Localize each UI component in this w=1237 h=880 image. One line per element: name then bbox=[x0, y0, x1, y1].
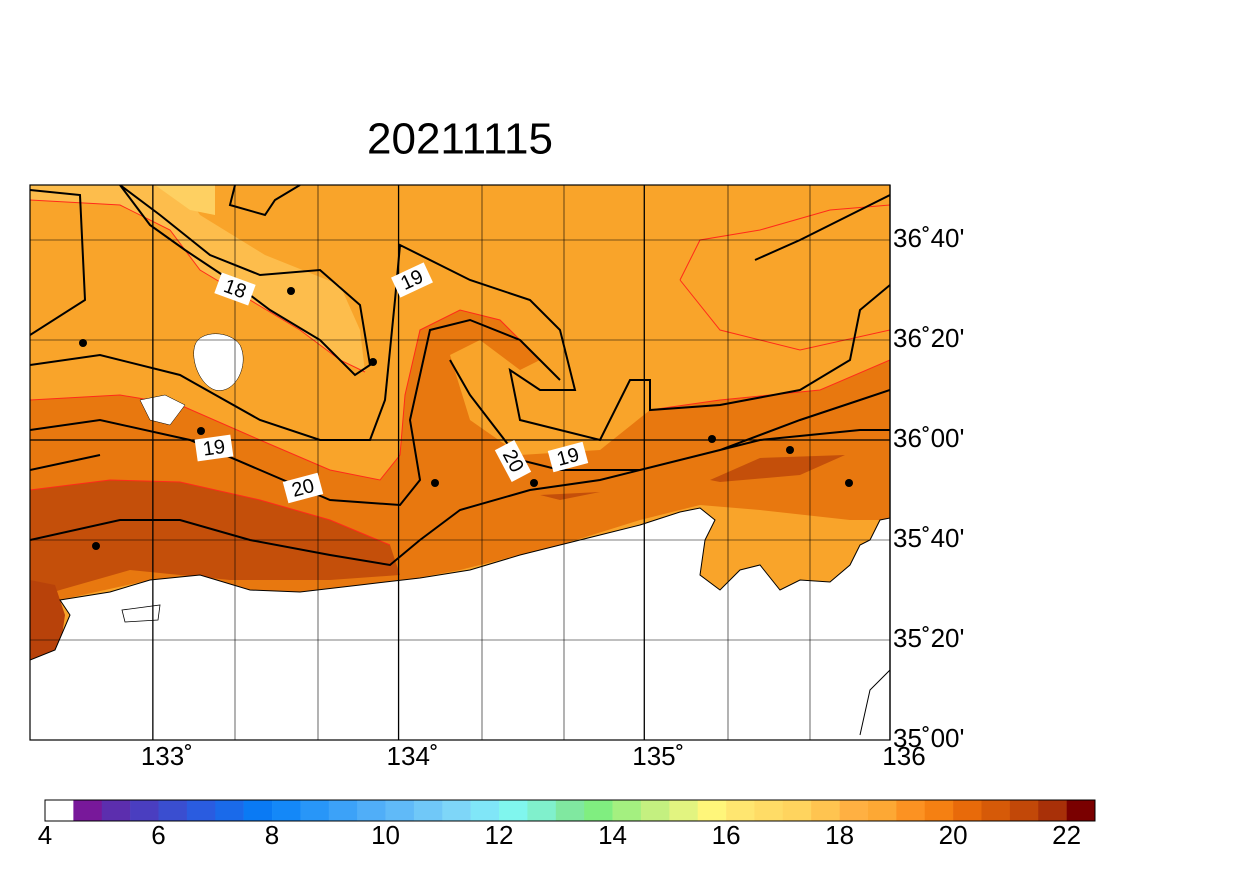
station bbox=[369, 358, 377, 366]
field bbox=[30, 185, 890, 740]
colorbar-tick-label: 12 bbox=[485, 820, 514, 850]
lon-label: 133˚ bbox=[141, 741, 193, 771]
contour-label: 19 bbox=[194, 434, 234, 462]
colorbar-segment bbox=[413, 800, 443, 821]
map-frame bbox=[29, 184, 891, 741]
contour-label-box bbox=[547, 441, 589, 473]
contour-label-box bbox=[194, 434, 234, 462]
lat-label: 35˚00' bbox=[893, 723, 964, 753]
colorbar-segment bbox=[924, 800, 954, 821]
colorbar-tick-label: 16 bbox=[712, 820, 741, 850]
colorbar-segment bbox=[811, 800, 840, 821]
island-large bbox=[193, 333, 244, 391]
colorbar-tick-label: 14 bbox=[598, 820, 627, 850]
station bbox=[530, 479, 538, 487]
station bbox=[786, 446, 794, 454]
colorbar-segment bbox=[442, 800, 471, 821]
colorbar-frame bbox=[44, 799, 1096, 822]
colorbar-segment bbox=[243, 800, 273, 821]
contour-label-box bbox=[214, 272, 256, 306]
lat-label: 36˚20' bbox=[893, 323, 964, 353]
colorbar-segment bbox=[158, 800, 188, 821]
colorbar-segment bbox=[215, 800, 244, 821]
coastline-east bbox=[859, 669, 890, 736]
land bbox=[30, 507, 890, 740]
station bbox=[92, 542, 100, 550]
colorbar-segment bbox=[527, 800, 557, 821]
colorbar-segment bbox=[300, 800, 330, 821]
colorbar-tick-label: 8 bbox=[265, 820, 279, 850]
colorbar-segment bbox=[385, 800, 415, 821]
colorbar-tick-label: 6 bbox=[151, 820, 165, 850]
colorbar-segment bbox=[726, 800, 755, 821]
sst-hot-sliver bbox=[540, 492, 600, 500]
lat-label: 36˚00' bbox=[893, 423, 964, 453]
contour-label-box bbox=[282, 472, 324, 504]
lat-label: 36˚40' bbox=[893, 223, 964, 253]
colorbar-segment bbox=[45, 800, 74, 821]
station bbox=[845, 479, 853, 487]
colorbar-segment bbox=[555, 800, 585, 821]
colorbar-segment bbox=[867, 800, 897, 821]
colorbar-segment bbox=[328, 800, 358, 821]
lat-label: 35˚20' bbox=[893, 623, 964, 653]
lon-label: 134˚ bbox=[387, 741, 439, 771]
station bbox=[431, 479, 439, 487]
colorbar-tick-label: 22 bbox=[1052, 820, 1081, 850]
contour-label-box bbox=[391, 262, 433, 298]
colorbar-segment bbox=[640, 800, 670, 821]
station bbox=[287, 287, 295, 295]
station bbox=[79, 339, 87, 347]
colorbar-tick-label: 4 bbox=[38, 820, 52, 850]
contour-label-text: 19 bbox=[201, 436, 226, 461]
colorbar-segment bbox=[499, 800, 528, 821]
contour-label: 19 bbox=[547, 441, 589, 473]
lon-label: 135˚ bbox=[632, 741, 684, 771]
station bbox=[708, 435, 716, 443]
colorbar-segment bbox=[612, 800, 642, 821]
colorbar-tick-label: 10 bbox=[371, 820, 400, 850]
colorbar-segment bbox=[470, 800, 500, 821]
colorbar-segment bbox=[839, 800, 869, 821]
island-small bbox=[139, 394, 186, 426]
colorbar-segment bbox=[697, 800, 727, 821]
colorbar-tick-label: 18 bbox=[825, 820, 854, 850]
colorbar-segment bbox=[896, 800, 926, 821]
colorbar-segment bbox=[584, 800, 613, 821]
sst-cool-patch bbox=[155, 185, 215, 215]
island-south bbox=[121, 604, 161, 623]
colorbar-segment bbox=[782, 800, 812, 821]
colorbar-segment bbox=[1009, 800, 1039, 821]
contour-label: 20 bbox=[282, 472, 324, 504]
colorbar-segment bbox=[130, 800, 159, 821]
colorbar-segment bbox=[357, 800, 386, 821]
colorbar-segment bbox=[101, 800, 131, 821]
colorbar-segment bbox=[669, 800, 699, 821]
colorbar-segment bbox=[953, 800, 982, 821]
colorbar-segment bbox=[1066, 800, 1096, 821]
colorbar-segment bbox=[73, 800, 103, 821]
contour-label-box bbox=[494, 439, 532, 483]
colorbar-segment bbox=[754, 800, 784, 821]
colorbar-segment bbox=[186, 800, 216, 821]
station bbox=[197, 427, 205, 435]
lon-label: 136 bbox=[882, 741, 925, 771]
sst-hot-patch bbox=[710, 455, 845, 482]
lat-label: 35˚40' bbox=[893, 523, 964, 553]
colorbar-tick-label: 20 bbox=[939, 820, 968, 850]
title: 20211115 bbox=[367, 115, 553, 164]
colorbar-segment bbox=[981, 800, 1011, 821]
colorbar-segment bbox=[1038, 800, 1067, 821]
colorbar-segment bbox=[272, 800, 301, 821]
